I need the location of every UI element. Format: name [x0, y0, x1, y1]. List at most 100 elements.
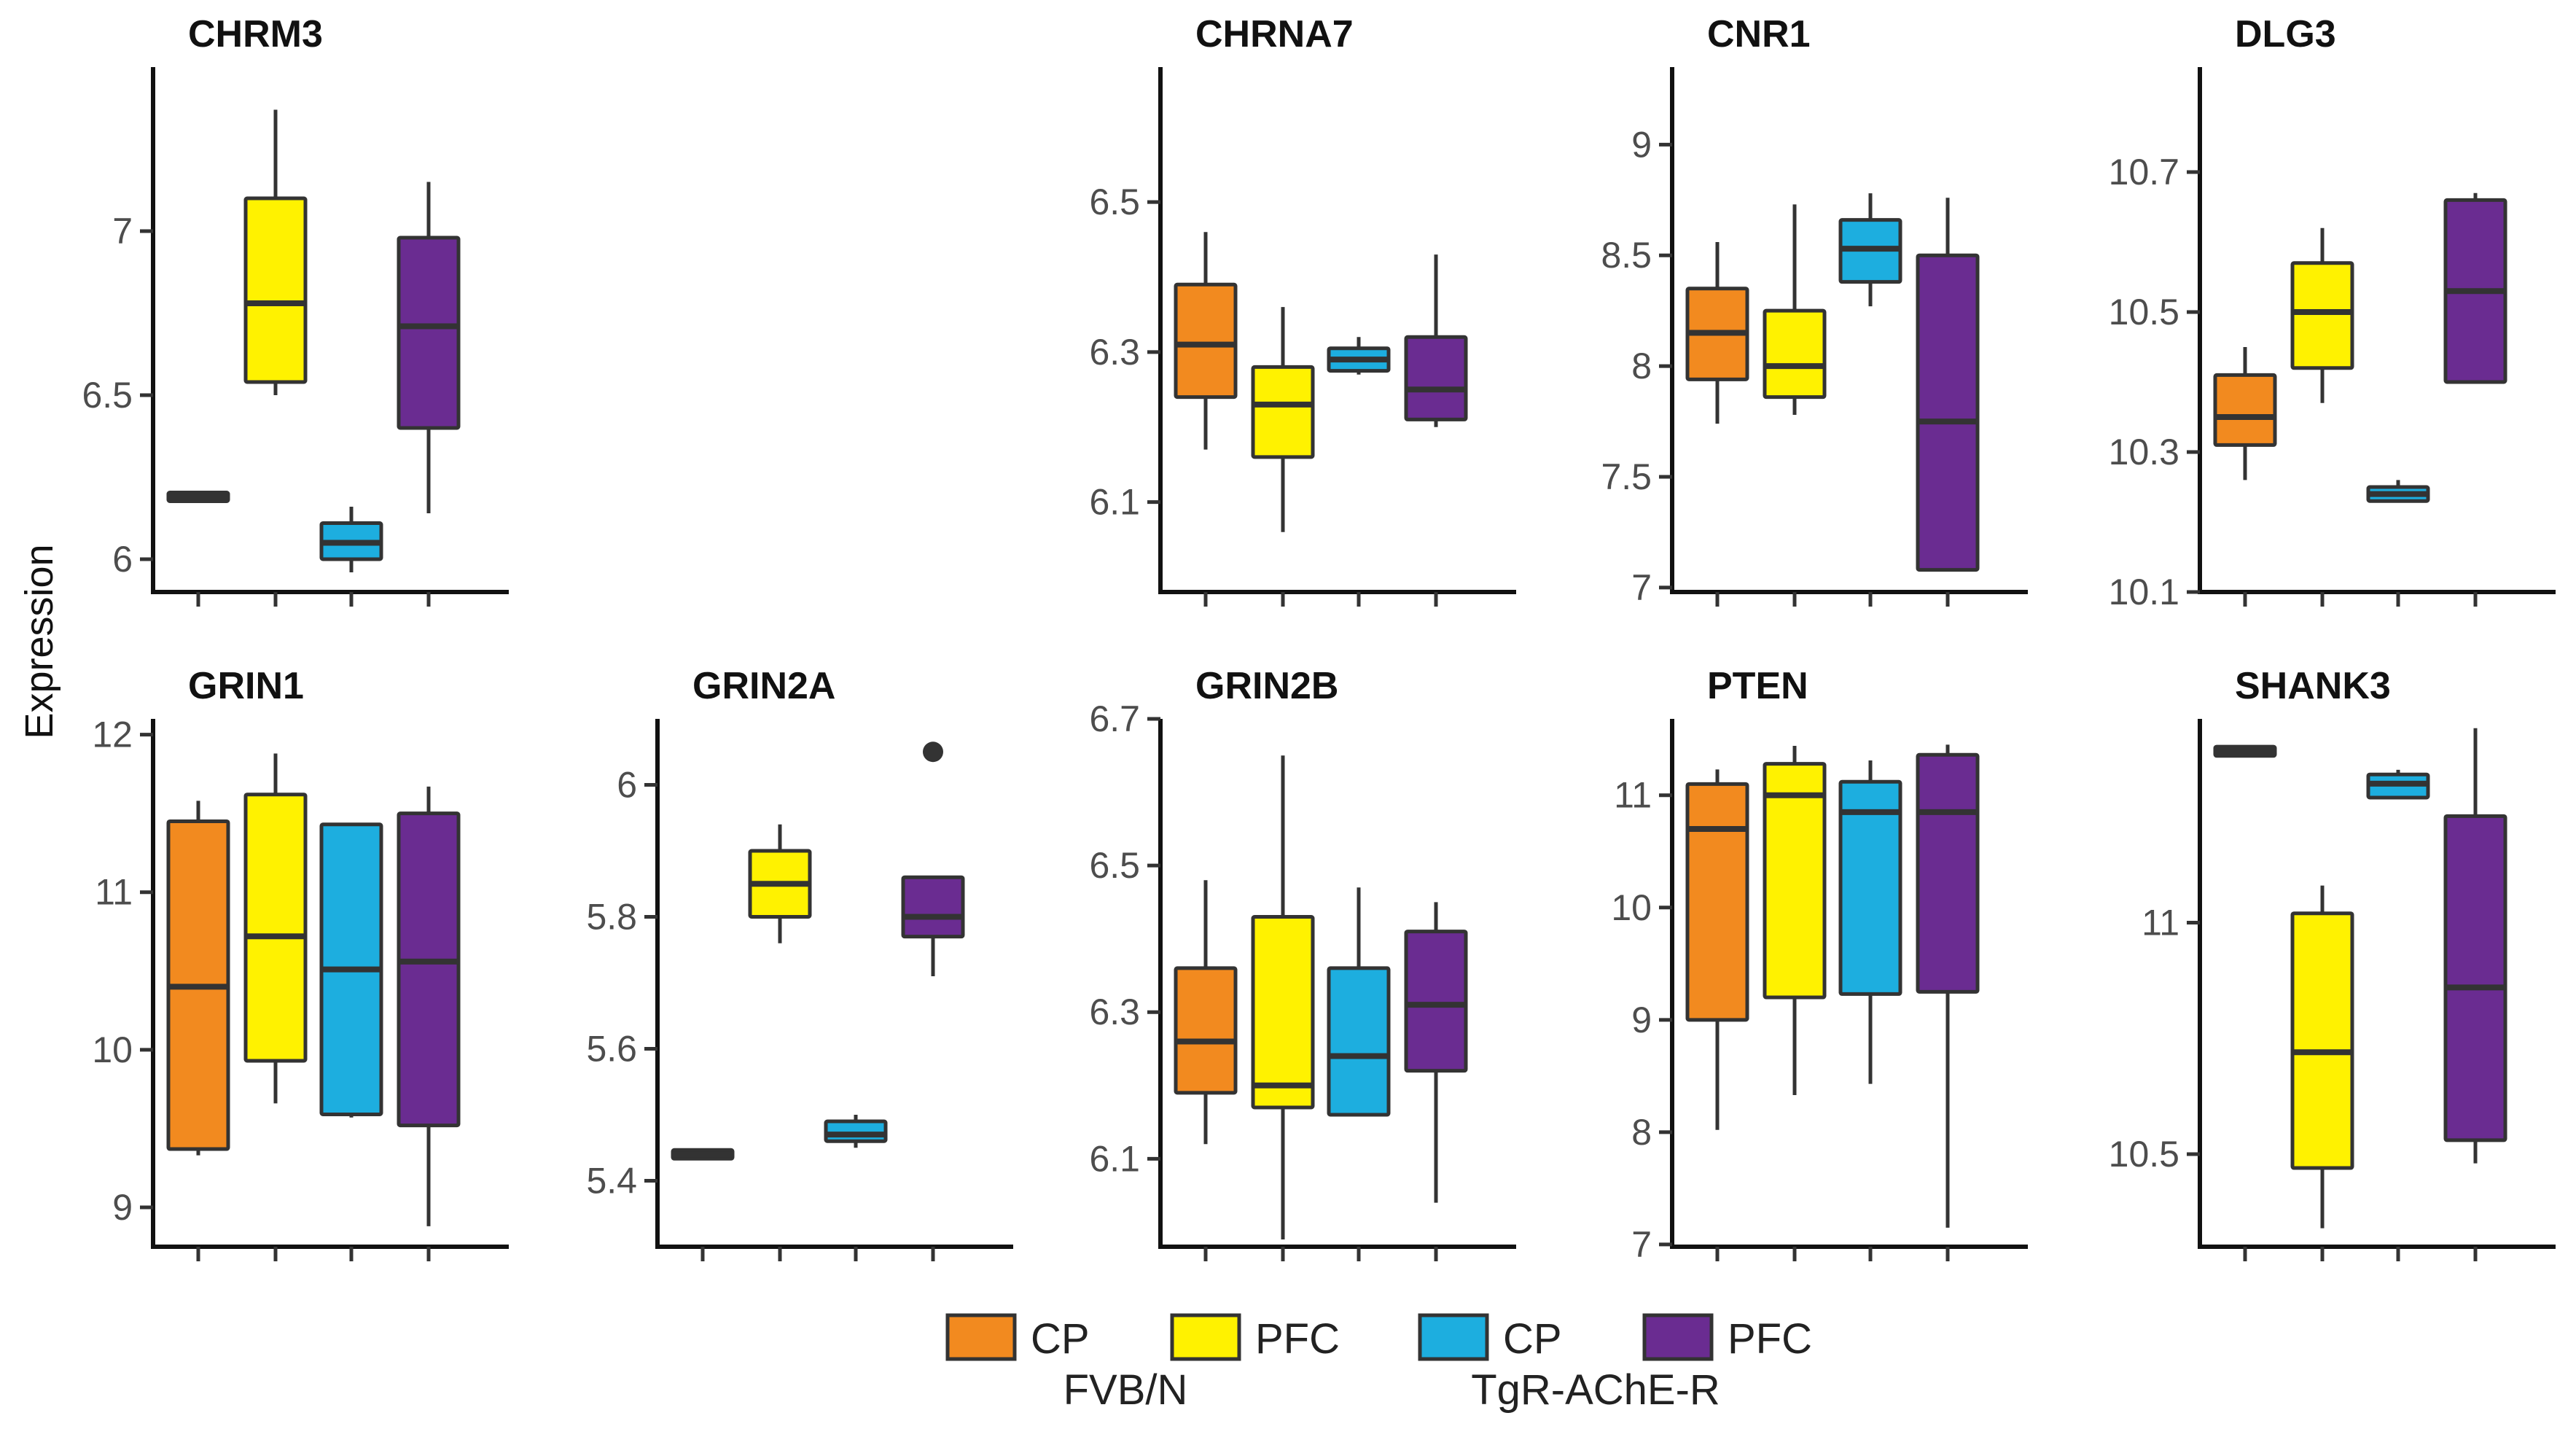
box-tgracher-cp [319, 507, 383, 607]
box-body [1327, 966, 1391, 1117]
panel-cnr1: CNR1 7 7.5 8 8.5 9 [1601, 13, 2028, 608]
y-tick-label: 10 [1611, 887, 1652, 928]
panels-group: CHRM3 6 6.5 7 CHRNA7 6.1 6.3 6.5 CNR1 7 7.5 8 8.5 9 DL… [82, 13, 2556, 1265]
box-body [243, 196, 308, 384]
box-fvbn-cp [166, 801, 230, 1261]
panel-chrna7: CHRNA7 6.1 6.3 6.5 [1089, 13, 1516, 607]
legend-item-fvbn-pfc: PFC [1170, 1313, 1340, 1363]
box-fvbn-cp [1174, 880, 1238, 1261]
box-body [1404, 930, 1468, 1073]
box-body [1763, 308, 1827, 400]
box-tgracher-pfc [1916, 744, 1980, 1261]
panel-title: GRIN2A [692, 665, 835, 707]
panel-title: SHANK3 [2235, 665, 2391, 707]
box-fvbn-pfc [1763, 204, 1827, 607]
y-tick-label: 6.5 [1089, 182, 1140, 222]
box-tgracher-pfc [2443, 192, 2507, 607]
box-tgracher-pfc [2443, 728, 2507, 1261]
panel-title: GRIN1 [188, 665, 304, 707]
legend-label: CP [1503, 1315, 1562, 1363]
panel-chrm3: CHRM3 6 6.5 7 [82, 13, 509, 607]
y-tick-label: 6.1 [1089, 482, 1140, 523]
y-tick-label: 6 [617, 765, 637, 806]
y-tick-label: 5.4 [586, 1161, 637, 1202]
y-tick-label: 7 [112, 211, 133, 252]
box-fvbn-pfc [748, 824, 812, 1261]
y-tick-label: 7 [1631, 567, 1652, 608]
legend-label: CP [1031, 1315, 1090, 1363]
box-body [1763, 762, 1827, 1000]
box-fvbn-cp [2213, 347, 2277, 607]
panel-title: CHRNA7 [1195, 13, 1354, 55]
outlier-point [923, 741, 943, 763]
legend-item-fvbn-cp: CP [945, 1313, 1090, 1363]
y-tick-label: 6.3 [1089, 992, 1140, 1032]
box-body [1251, 915, 1315, 1110]
box-fvbn-cp [1174, 232, 1238, 607]
box-fvbn-cp [1685, 242, 1749, 607]
box-fvbn-cp [671, 1148, 735, 1261]
y-tick-label: 8.5 [1601, 235, 1652, 276]
legend-strain-label: TgR-AChE-R [1471, 1366, 1720, 1414]
panel-shank3: SHANK3 10.5 11 [2109, 665, 2556, 1261]
box-tgracher-cp [319, 822, 383, 1261]
box-body [824, 1119, 888, 1143]
box-tgracher-pfc [397, 182, 461, 607]
legend-swatch [945, 1313, 1017, 1361]
legend-item-tgracher-cp: CP [1418, 1313, 1562, 1363]
panel-dlg3: DLG3 10.1 10.3 10.5 10.7 [2109, 13, 2556, 612]
y-tick-label: 5.8 [586, 897, 637, 938]
y-tick-label: 7.5 [1601, 456, 1652, 497]
y-tick-label: 10.1 [2109, 572, 2179, 612]
box-fvbn-cp [1685, 769, 1749, 1261]
box-body [1838, 779, 1902, 996]
box-body [1251, 365, 1315, 459]
box-tgracher-pfc [901, 741, 965, 1261]
y-tick-label: 9 [1631, 1000, 1652, 1040]
box-fvbn-pfc [1763, 745, 1827, 1261]
box-body [1174, 966, 1238, 1095]
y-tick-label: 8 [1631, 1112, 1652, 1153]
box-body [397, 235, 461, 430]
legend-swatch [1170, 1313, 1241, 1361]
legend: CP PFC CP PFC FVB/N TgR-AChE-R [945, 1313, 1812, 1414]
y-tick-label: 11 [2142, 902, 2179, 943]
legend-strain-label: FVB/N [1063, 1366, 1188, 1414]
y-tick-label: 6.1 [1089, 1138, 1140, 1179]
panel-pten: PTEN 7 8 9 10 11 [1611, 665, 2028, 1265]
box-body [1174, 282, 1238, 400]
box-fvbn-pfc [2290, 227, 2354, 607]
y-tick-label: 9 [1631, 124, 1652, 165]
box-tgracher-cp [1327, 887, 1391, 1261]
panel-title: CHRM3 [188, 13, 323, 55]
box-body [901, 875, 965, 939]
box-body [2213, 373, 2277, 447]
y-tick-label: 6.5 [1089, 845, 1140, 886]
panel-title: CNR1 [1707, 13, 1811, 55]
y-tick-label: 9 [112, 1187, 133, 1228]
legend-item-tgracher-pfc: PFC [1642, 1313, 1812, 1363]
box-body [2290, 261, 2354, 370]
legend-label: PFC [1728, 1315, 1812, 1363]
panel-title: GRIN2B [1195, 665, 1338, 707]
box-fvbn-cp [166, 491, 230, 607]
box-tgracher-cp [2366, 480, 2430, 607]
y-tick-label: 10.3 [2109, 432, 2179, 472]
box-tgracher-cp [1838, 760, 1902, 1261]
box-fvbn-pfc [1251, 755, 1315, 1261]
y-tick-label: 7 [1631, 1224, 1652, 1265]
y-axis-label: Expression [17, 544, 61, 739]
box-body [1916, 253, 1980, 572]
box-body [397, 811, 461, 1128]
panel-title: PTEN [1707, 665, 1808, 707]
box-body [2443, 814, 2507, 1142]
box-tgracher-pfc [397, 786, 461, 1261]
box-fvbn-pfc [243, 109, 308, 607]
y-tick-label: 6.3 [1089, 332, 1140, 373]
y-tick-label: 6.7 [1089, 698, 1140, 739]
box-tgracher-pfc [1404, 254, 1468, 607]
box-tgracher-cp [1838, 193, 1902, 607]
y-tick-label: 8 [1631, 346, 1652, 386]
box-fvbn-pfc [243, 753, 308, 1261]
